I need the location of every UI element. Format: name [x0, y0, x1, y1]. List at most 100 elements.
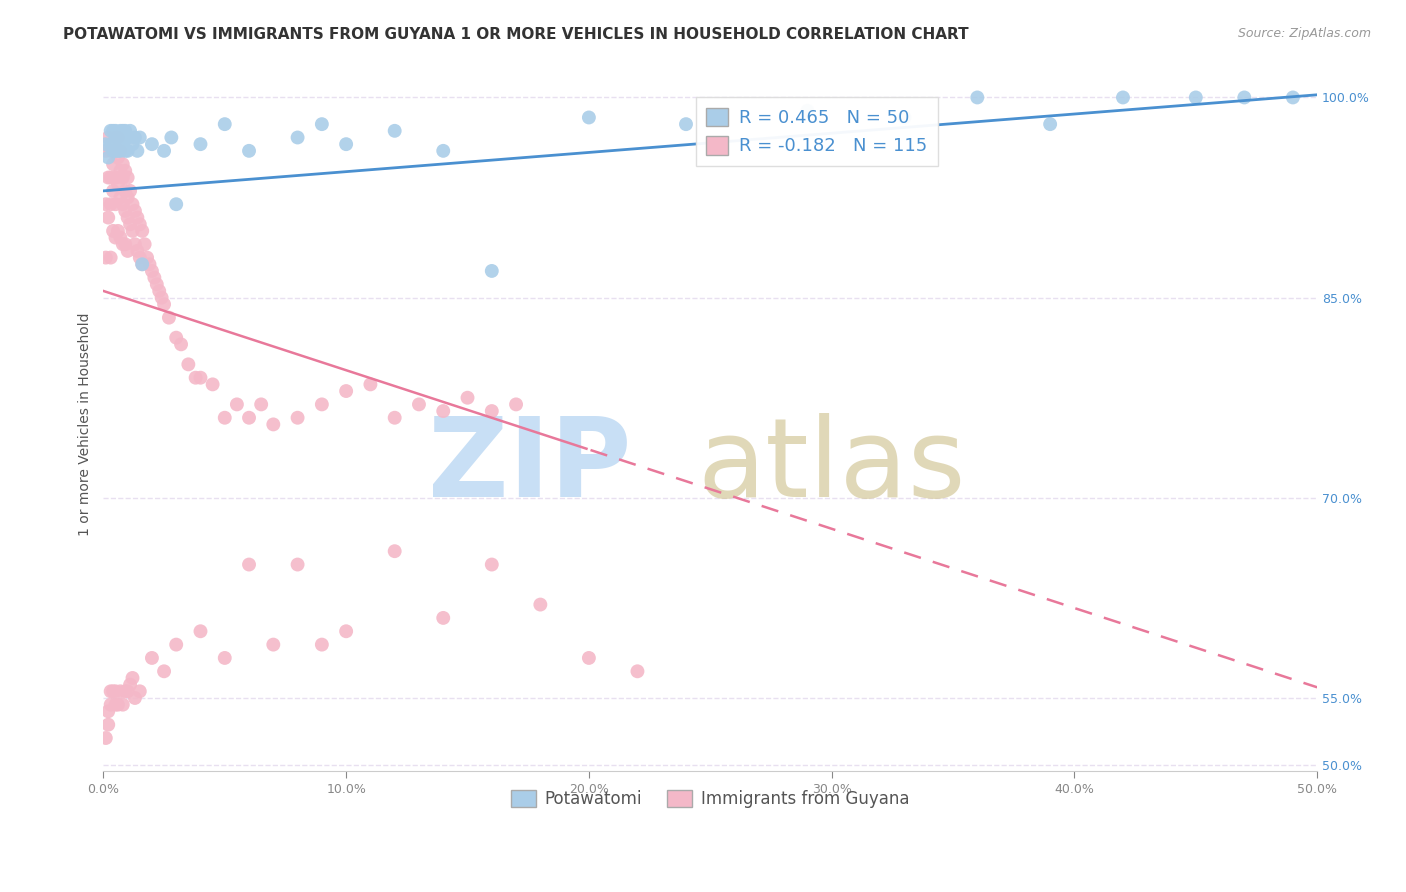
- Point: [214, 651, 236, 665]
- Point: [114, 130, 136, 145]
- Point: [128, 684, 150, 698]
- Point: [335, 624, 357, 639]
- Point: [529, 598, 551, 612]
- Point: [120, 184, 142, 198]
- Point: [114, 164, 136, 178]
- Point: [97, 130, 120, 145]
- Point: [111, 698, 134, 712]
- Point: [481, 264, 503, 278]
- Point: [117, 130, 139, 145]
- Point: [104, 130, 127, 145]
- Point: [120, 217, 142, 231]
- Point: [481, 558, 503, 572]
- Point: [104, 698, 127, 712]
- Point: [94, 197, 117, 211]
- Point: [114, 684, 136, 698]
- Point: [190, 370, 212, 384]
- Point: [127, 244, 149, 258]
- Point: [153, 297, 176, 311]
- Point: [287, 410, 309, 425]
- Point: [110, 124, 132, 138]
- Point: [384, 124, 406, 138]
- Point: [214, 410, 236, 425]
- Point: [184, 370, 207, 384]
- Point: [107, 144, 129, 158]
- Point: [127, 211, 149, 225]
- Point: [117, 170, 139, 185]
- Point: [114, 144, 136, 158]
- Point: [111, 170, 134, 185]
- Point: [94, 731, 117, 745]
- Point: [104, 684, 127, 698]
- Point: [1282, 90, 1305, 104]
- Point: [104, 144, 127, 158]
- Point: [100, 698, 122, 712]
- Point: [141, 651, 163, 665]
- Point: [114, 203, 136, 218]
- Point: [287, 558, 309, 572]
- Legend: Potawatomi, Immigrants from Guyana: Potawatomi, Immigrants from Guyana: [505, 783, 915, 815]
- Point: [201, 377, 224, 392]
- Point: [1233, 90, 1256, 104]
- Point: [94, 144, 117, 158]
- Point: [111, 197, 134, 211]
- Point: [110, 164, 132, 178]
- Point: [141, 264, 163, 278]
- Point: [796, 103, 818, 118]
- Point: [100, 197, 122, 211]
- Point: [101, 144, 124, 158]
- Point: [384, 410, 406, 425]
- Y-axis label: 1 or more Vehicles in Household: 1 or more Vehicles in Household: [79, 313, 93, 536]
- Point: [157, 310, 180, 325]
- Point: [114, 124, 136, 138]
- Point: [124, 690, 146, 705]
- Point: [104, 170, 127, 185]
- Point: [143, 270, 166, 285]
- Text: atlas: atlas: [697, 412, 966, 519]
- Point: [481, 404, 503, 418]
- Point: [134, 237, 156, 252]
- Text: ZIP: ZIP: [427, 412, 631, 519]
- Point: [335, 384, 357, 398]
- Point: [117, 144, 139, 158]
- Text: Source: ZipAtlas.com: Source: ZipAtlas.com: [1237, 27, 1371, 40]
- Point: [457, 391, 479, 405]
- Point: [97, 211, 120, 225]
- Point: [107, 224, 129, 238]
- Point: [120, 678, 142, 692]
- Point: [177, 357, 200, 371]
- Point: [117, 190, 139, 204]
- Point: [311, 117, 333, 131]
- Point: [190, 624, 212, 639]
- Point: [505, 397, 527, 411]
- Point: [311, 638, 333, 652]
- Point: [104, 124, 127, 138]
- Point: [114, 184, 136, 198]
- Point: [97, 704, 120, 718]
- Point: [153, 144, 176, 158]
- Point: [107, 178, 129, 192]
- Point: [238, 558, 260, 572]
- Point: [136, 251, 159, 265]
- Point: [107, 130, 129, 145]
- Point: [128, 130, 150, 145]
- Point: [100, 684, 122, 698]
- Point: [104, 130, 127, 145]
- Point: [432, 611, 454, 625]
- Point: [335, 137, 357, 152]
- Point: [893, 111, 915, 125]
- Point: [1184, 90, 1206, 104]
- Point: [138, 257, 160, 271]
- Point: [110, 684, 132, 698]
- Point: [359, 377, 381, 392]
- Point: [262, 638, 284, 652]
- Point: [165, 331, 187, 345]
- Point: [1039, 117, 1062, 131]
- Point: [384, 544, 406, 558]
- Point: [311, 397, 333, 411]
- Point: [110, 190, 132, 204]
- Point: [408, 397, 430, 411]
- Point: [287, 130, 309, 145]
- Point: [104, 144, 127, 158]
- Point: [100, 251, 122, 265]
